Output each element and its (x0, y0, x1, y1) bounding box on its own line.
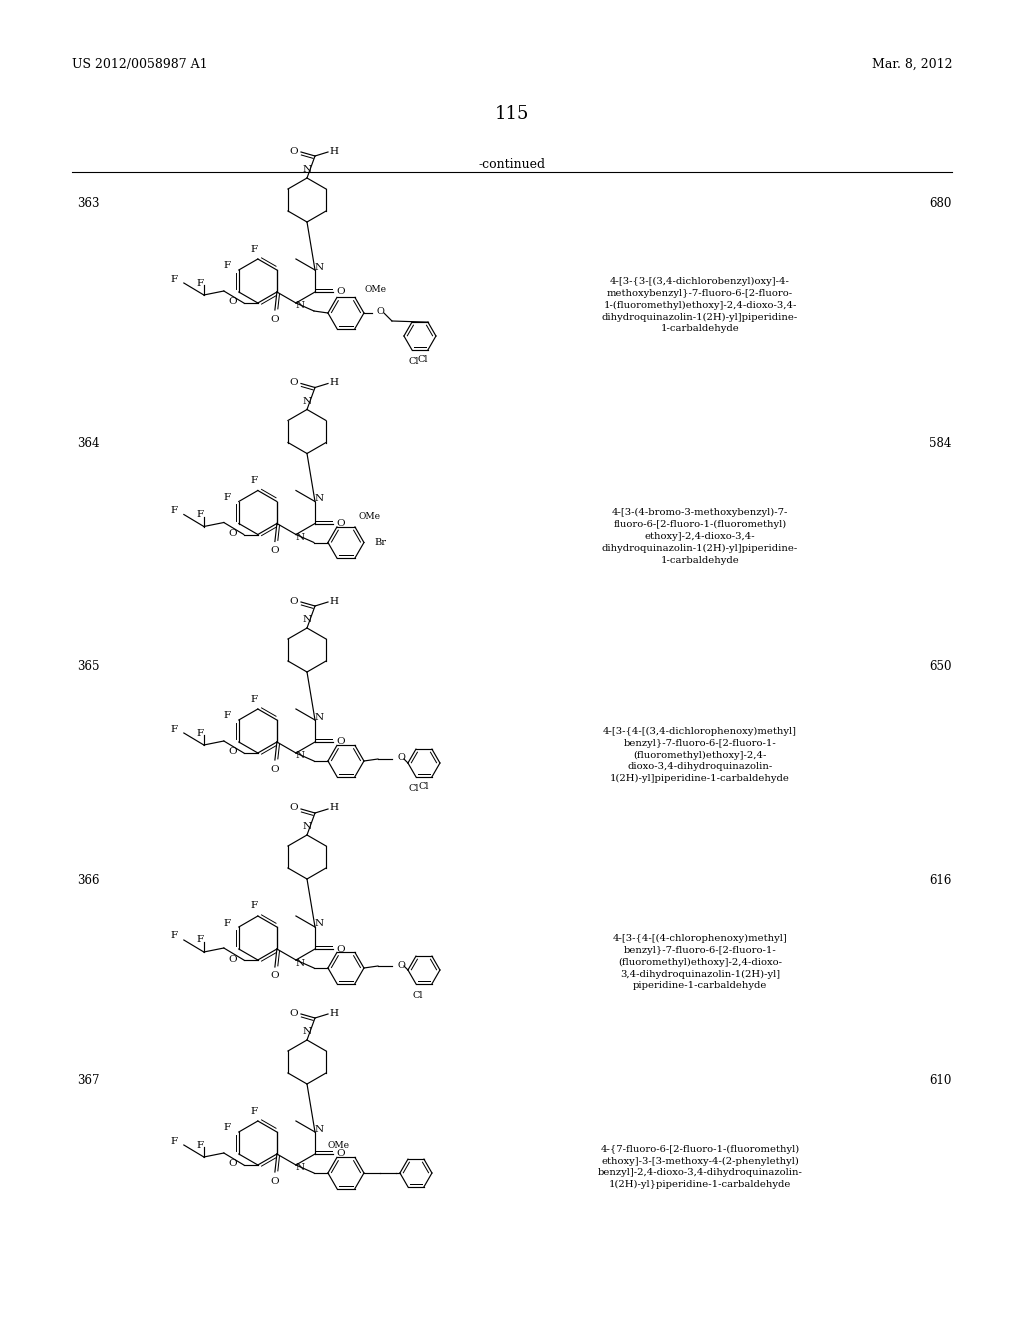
Text: F: F (170, 506, 177, 515)
Text: Cl: Cl (413, 991, 423, 1001)
Text: Mar. 8, 2012: Mar. 8, 2012 (871, 58, 952, 71)
Text: 365: 365 (77, 660, 99, 673)
Text: O: O (377, 308, 385, 317)
Text: N: N (295, 533, 304, 543)
Text: 610: 610 (929, 1074, 951, 1086)
Text: 366: 366 (77, 874, 99, 887)
Text: F: F (197, 1140, 204, 1150)
Text: F: F (170, 275, 177, 284)
Text: US 2012/0058987 A1: US 2012/0058987 A1 (72, 58, 208, 71)
Text: F: F (197, 510, 204, 519)
Text: O: O (290, 378, 298, 387)
Text: O: O (337, 945, 345, 953)
Text: F: F (170, 725, 177, 734)
Text: N: N (295, 958, 304, 968)
Text: H: H (330, 804, 339, 813)
Text: O: O (270, 1176, 280, 1185)
Text: F: F (197, 936, 204, 945)
Text: O: O (398, 754, 406, 763)
Text: F: F (250, 902, 257, 911)
Text: 115: 115 (495, 106, 529, 123)
Text: O: O (290, 1008, 298, 1018)
Text: O: O (337, 288, 345, 297)
Text: Cl: Cl (409, 784, 419, 793)
Text: OMe: OMe (365, 285, 387, 294)
Text: F: F (223, 919, 230, 928)
Text: N: N (302, 165, 311, 174)
Text: Br: Br (374, 539, 386, 546)
Text: O: O (337, 519, 345, 528)
Text: H: H (330, 597, 339, 606)
Text: Cl: Cl (418, 355, 428, 364)
Text: N: N (295, 301, 304, 310)
Text: 584: 584 (929, 437, 951, 450)
Text: O: O (290, 804, 298, 813)
Text: F: F (250, 1106, 257, 1115)
Text: 680: 680 (929, 197, 951, 210)
Text: O: O (228, 297, 237, 306)
Text: N: N (302, 822, 311, 832)
Text: N: N (302, 396, 311, 405)
Text: F: F (223, 711, 230, 721)
Text: OMe: OMe (328, 1140, 350, 1150)
Text: H: H (330, 147, 339, 156)
Text: H: H (330, 1008, 339, 1018)
Text: O: O (270, 972, 280, 981)
Text: O: O (337, 738, 345, 747)
Text: F: F (250, 694, 257, 704)
Text: -continued: -continued (478, 158, 546, 172)
Text: N: N (314, 263, 324, 272)
Text: O: O (228, 954, 237, 964)
Text: 364: 364 (77, 437, 99, 450)
Text: O: O (290, 147, 298, 156)
Text: 367: 367 (77, 1074, 99, 1086)
Text: N: N (302, 1027, 311, 1036)
Text: F: F (197, 729, 204, 738)
Text: O: O (228, 747, 237, 756)
Text: 4-[3-(4-bromo-3-methoxybenzyl)-7-
fluoro-6-[2-fluoro-1-(fluoromethyl)
ethoxy]-2,: 4-[3-(4-bromo-3-methoxybenzyl)-7- fluoro… (602, 508, 798, 565)
Text: 4-[3-{4-[(3,4-dichlorophenoxy)methyl]
benzyl}-7-fluoro-6-[2-fluoro-1-
(fluoromet: 4-[3-{4-[(3,4-dichlorophenoxy)methyl] be… (603, 727, 797, 783)
Text: N: N (314, 494, 324, 503)
Text: 4-{7-fluoro-6-[2-fluoro-1-(fluoromethyl)
ethoxy]-3-[3-methoxy-4-(2-phenylethyl)
: 4-{7-fluoro-6-[2-fluoro-1-(fluoromethyl)… (598, 1144, 803, 1189)
Text: O: O (270, 764, 280, 774)
Text: F: F (170, 1137, 177, 1146)
Text: F: F (223, 492, 230, 502)
Text: F: F (223, 1123, 230, 1133)
Text: O: O (337, 1150, 345, 1159)
Text: O: O (228, 1159, 237, 1168)
Text: N: N (314, 713, 324, 722)
Text: Cl: Cl (409, 358, 419, 367)
Text: H: H (330, 378, 339, 387)
Text: F: F (197, 279, 204, 288)
Text: O: O (270, 314, 280, 323)
Text: N: N (314, 1125, 324, 1134)
Text: O: O (270, 546, 280, 554)
Text: 616: 616 (929, 874, 951, 887)
Text: O: O (290, 597, 298, 606)
Text: 363: 363 (77, 197, 99, 210)
Text: 650: 650 (929, 660, 951, 673)
Text: F: F (250, 244, 257, 253)
Text: O: O (228, 529, 237, 539)
Text: F: F (170, 932, 177, 940)
Text: OMe: OMe (359, 512, 381, 521)
Text: F: F (250, 477, 257, 484)
Text: N: N (314, 920, 324, 928)
Text: N: N (302, 615, 311, 624)
Text: O: O (398, 961, 406, 969)
Text: 4-[3-{3-[(3,4-dichlorobenzyl)oxy]-4-
methoxybenzyl}-7-fluoro-6-[2-fluoro-
1-(flu: 4-[3-{3-[(3,4-dichlorobenzyl)oxy]-4- met… (602, 277, 798, 334)
Text: Cl: Cl (419, 783, 429, 792)
Text: N: N (295, 1163, 304, 1172)
Text: 4-[3-{4-[(4-chlorophenoxy)methyl]
benzyl}-7-fluoro-6-[2-fluoro-1-
(fluoromethyl): 4-[3-{4-[(4-chlorophenoxy)methyl] benzyl… (612, 933, 787, 990)
Text: F: F (223, 261, 230, 271)
Text: N: N (295, 751, 304, 760)
